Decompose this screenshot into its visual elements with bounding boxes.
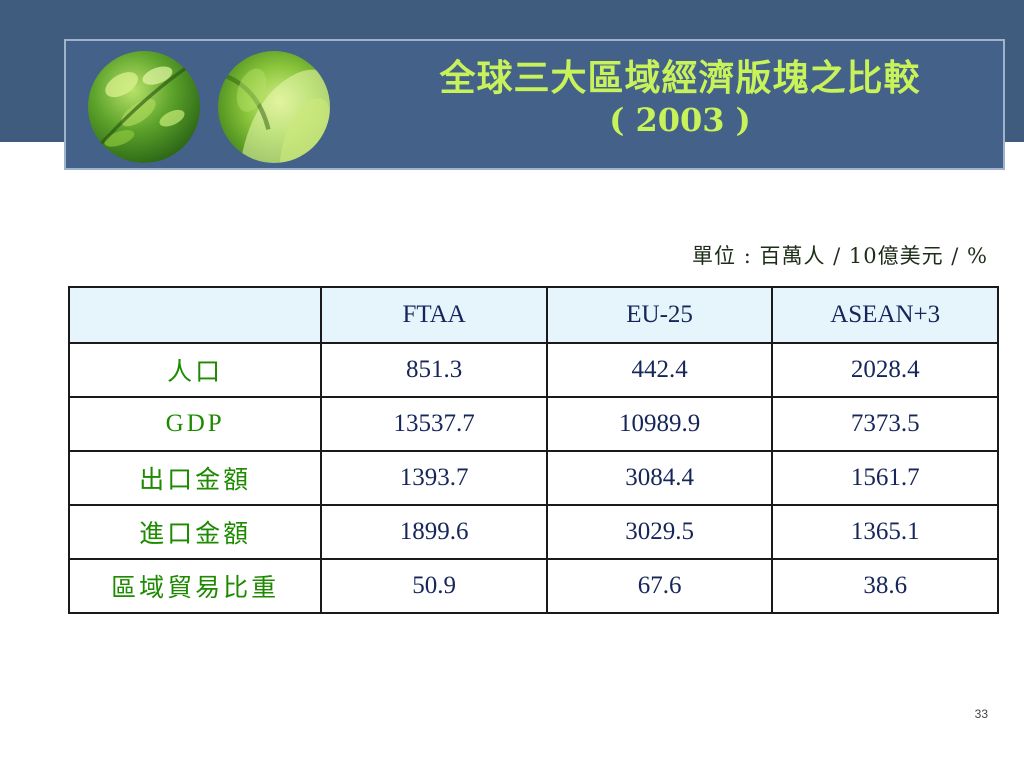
table-header-row: FTAA EU-25 ASEAN+3 bbox=[67, 286, 999, 344]
table-cell: 7373.5 bbox=[771, 396, 999, 452]
leaf-drops-graphic bbox=[92, 60, 196, 153]
header-cell-ftaa: FTAA bbox=[320, 286, 548, 344]
table-cell: 1365.1 bbox=[771, 504, 999, 560]
leaf-drops-image bbox=[88, 51, 200, 163]
table-cell: 851.3 bbox=[320, 342, 548, 398]
leaf-curl-graphic bbox=[218, 68, 330, 163]
header-band-right bbox=[1006, 0, 1024, 142]
row-label: 進口金額 bbox=[67, 504, 323, 560]
header-cell-asean3: ASEAN+3 bbox=[771, 286, 999, 344]
unit-note: 單位 : 百萬人 / 10億美元 / % bbox=[692, 244, 988, 268]
row-label: GDP bbox=[67, 396, 323, 452]
table-cell: 13537.7 bbox=[320, 396, 548, 452]
leaf-curl-image bbox=[218, 51, 330, 163]
row-label: 出口金額 bbox=[67, 450, 323, 506]
table-cell: 67.6 bbox=[545, 558, 774, 614]
title-year: ( 2003 ) bbox=[609, 101, 751, 139]
table-cell: 10989.9 bbox=[545, 396, 774, 452]
comparison-table: FTAA EU-25 ASEAN+3 人口 851.3 442.4 2028.4… bbox=[67, 286, 999, 614]
table-cell: 2028.4 bbox=[771, 342, 999, 398]
table-cell: 38.6 bbox=[771, 558, 999, 614]
header-cell-empty bbox=[67, 286, 323, 344]
table-cell: 3084.4 bbox=[545, 450, 774, 506]
row-label: 人口 bbox=[67, 342, 323, 398]
table-cell: 1561.7 bbox=[771, 450, 999, 506]
table-row: GDP 13537.7 10989.9 7373.5 bbox=[67, 396, 999, 452]
slide-title: 全球三大區域經濟版塊之比較 ( 2003 ) bbox=[360, 56, 1000, 140]
table-row: 出口金額 1393.7 3084.4 1561.7 bbox=[67, 450, 999, 506]
title-main: 全球三大區域經濟版塊之比較 bbox=[439, 57, 921, 99]
table-row: 人口 851.3 442.4 2028.4 bbox=[67, 342, 999, 398]
table-row: 區域貿易比重 50.9 67.6 38.6 bbox=[67, 558, 999, 614]
table-cell: 442.4 bbox=[545, 342, 774, 398]
table-row: 進口金額 1899.6 3029.5 1365.1 bbox=[67, 504, 999, 560]
row-label: 區域貿易比重 bbox=[67, 558, 323, 614]
table-cell: 1393.7 bbox=[320, 450, 548, 506]
page-number: 33 bbox=[974, 707, 988, 721]
table-cell: 3029.5 bbox=[545, 504, 774, 560]
header-cell-eu25: EU-25 bbox=[545, 286, 774, 344]
table-cell: 50.9 bbox=[320, 558, 548, 614]
table-cell: 1899.6 bbox=[320, 504, 548, 560]
